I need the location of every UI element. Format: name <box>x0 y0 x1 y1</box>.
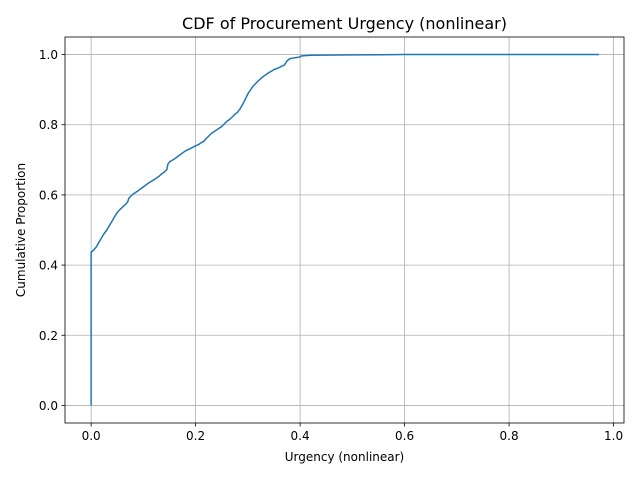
y-tick-label: 0.6 <box>39 188 58 202</box>
y-tick-label: 0.0 <box>39 399 58 413</box>
y-tick-label: 1.0 <box>39 48 58 62</box>
x-tick-label: 0.0 <box>82 429 101 443</box>
x-tick-label: 0.4 <box>291 429 310 443</box>
y-axis-ticks: 0.0 0.2 0.4 0.6 0.8 1.0 <box>39 48 65 413</box>
y-tick-label: 0.2 <box>39 329 58 343</box>
series-layer <box>90 53 599 406</box>
x-tick-label: 0.6 <box>395 429 414 443</box>
plot-frame <box>64 36 625 424</box>
x-tick-label: 1.0 <box>604 429 623 443</box>
x-axis-label: Urgency (nonlinear) <box>285 450 404 464</box>
x-tick-label: 0.2 <box>186 429 205 443</box>
y-tick-label: 0.4 <box>39 259 58 273</box>
chart-title: CDF of Procurement Urgency (nonlinear) <box>182 14 507 33</box>
x-axis-ticks: 0.0 0.2 0.4 0.6 0.8 1.0 <box>82 423 623 443</box>
grid-lines <box>65 37 624 423</box>
cdf-series-line <box>90 53 599 406</box>
y-axis-label: Cumulative Proportion <box>14 163 28 297</box>
x-tick-label: 0.8 <box>500 429 519 443</box>
y-tick-label: 0.8 <box>39 118 58 132</box>
